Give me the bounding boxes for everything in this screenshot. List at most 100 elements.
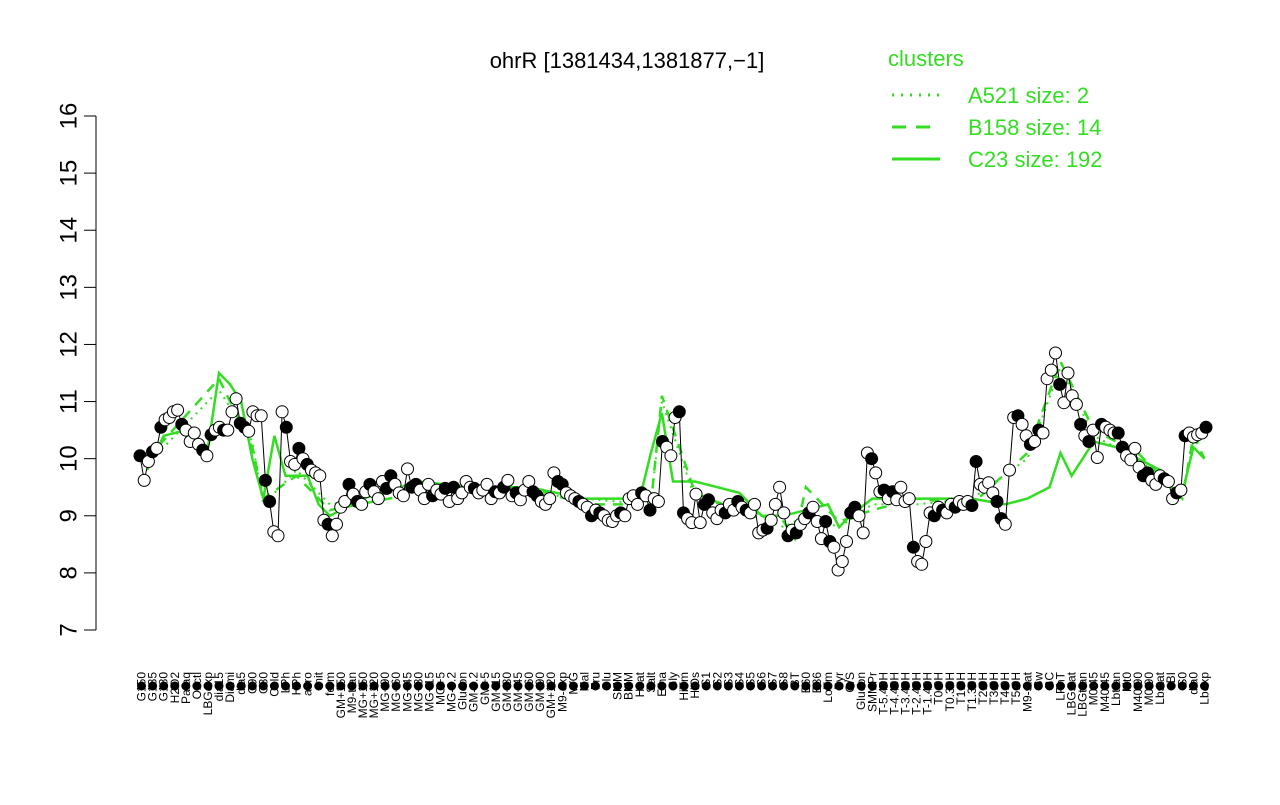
y-tick-label: 8 — [55, 566, 82, 579]
x-tick-label: T-4.40H — [887, 672, 901, 715]
data-point — [313, 469, 327, 483]
x-tick-label: BI — [1164, 672, 1178, 683]
x-marker — [568, 681, 578, 691]
data-point — [242, 424, 256, 438]
data-point — [501, 473, 515, 487]
data-point — [254, 409, 268, 423]
x-tick-label: M9-exp — [555, 672, 569, 712]
x-tick-label: MG+15 — [422, 672, 436, 712]
data-point — [271, 529, 285, 543]
data-point — [1090, 451, 1104, 464]
x-marker — [1000, 681, 1010, 691]
y-tick-label: 13 — [55, 274, 82, 301]
x-marker — [1144, 681, 1154, 691]
data-point — [150, 441, 164, 455]
data-point — [777, 506, 791, 520]
x-tick-label: GM+90 — [533, 672, 547, 712]
x-marker — [1200, 681, 1209, 691]
x-tick-label: SMMPr — [865, 672, 879, 712]
x-tick-label: M9-stat — [1020, 671, 1034, 712]
y-tick-label: 16 — [55, 103, 82, 130]
x-tick-label: GM+45 — [511, 672, 525, 712]
x-marker — [1155, 681, 1165, 691]
x-marker — [790, 681, 800, 691]
x-marker — [391, 681, 401, 691]
x-marker — [1067, 681, 1077, 691]
data-point — [371, 492, 385, 506]
x-marker — [358, 681, 368, 691]
x-marker — [170, 681, 180, 691]
x-marker — [413, 681, 423, 691]
data-point — [225, 405, 239, 419]
data-point — [915, 557, 929, 571]
x-marker — [1011, 681, 1021, 691]
x-tick-label: LBGexp — [201, 672, 215, 716]
x-tick-label: S2 — [710, 672, 724, 687]
legend-title: clusters — [888, 46, 964, 71]
data-point — [137, 473, 151, 487]
x-marker — [281, 681, 290, 691]
x-marker — [336, 681, 346, 691]
x-tick-label: T-5.40H — [876, 672, 890, 715]
data-point — [1015, 417, 1029, 431]
y-tick-label: 11 — [55, 389, 82, 414]
x-marker — [380, 681, 390, 691]
x-marker — [314, 681, 324, 691]
x-tick-label: M40t90 — [1131, 672, 1145, 712]
legend-label: B158 size: 14 — [968, 115, 1101, 140]
data-point — [631, 497, 644, 511]
y-tick-label: 10 — [55, 445, 82, 472]
x-marker — [436, 681, 445, 691]
x-marker — [546, 681, 556, 691]
x-marker — [159, 681, 169, 691]
data-point — [902, 492, 916, 506]
data-point — [480, 477, 494, 491]
x-tick-label: T0.30H — [943, 672, 957, 711]
x-marker — [181, 681, 191, 691]
data-point — [827, 540, 841, 554]
x-marker — [137, 681, 146, 691]
legend: clusters A521 size: 2 B158 size: 14 C23 si… — [888, 46, 1103, 172]
x-marker — [901, 681, 910, 691]
data-point — [643, 503, 657, 517]
x-marker — [458, 681, 468, 691]
legend-label: C23 size: 192 — [968, 147, 1103, 172]
x-marker — [823, 681, 833, 691]
x-marker — [1166, 681, 1176, 691]
x-marker — [856, 681, 866, 691]
x-tick-label: MG+30 — [411, 672, 425, 712]
x-marker — [447, 681, 457, 691]
x-marker — [303, 681, 313, 691]
x-marker — [192, 681, 202, 691]
x-marker — [912, 681, 922, 691]
data-point — [835, 555, 849, 568]
data-point — [1124, 453, 1138, 467]
data-point — [258, 473, 272, 487]
x-marker — [1111, 681, 1121, 691]
x-marker — [369, 681, 379, 691]
x-tick-label: Glucon — [456, 672, 470, 710]
x-marker — [923, 681, 933, 691]
x-marker — [712, 681, 722, 691]
x-marker — [701, 681, 711, 691]
x-marker — [480, 681, 490, 691]
data-point — [543, 492, 557, 506]
x-tick-label: GM+30 — [500, 672, 514, 712]
data-point — [856, 526, 870, 540]
x-marker — [491, 681, 501, 691]
data-point — [229, 392, 243, 406]
data-point — [672, 405, 686, 419]
x-marker — [934, 681, 944, 691]
data-point — [865, 452, 879, 466]
x-marker — [801, 681, 811, 691]
data-point — [401, 462, 414, 476]
x-tick-label: S0 — [1175, 672, 1189, 687]
x-tick-label: M9-tran — [345, 672, 359, 713]
data-point — [1069, 397, 1083, 411]
x-tick-label: LBGstat — [1065, 671, 1079, 715]
x-tick-label: GM+60 — [522, 672, 536, 712]
x-marker — [834, 681, 844, 691]
x-axis-labels: G150G135G180H2O2ParaqOxctlLBGexpdia15Dia… — [135, 671, 1212, 718]
x-marker — [424, 681, 434, 691]
